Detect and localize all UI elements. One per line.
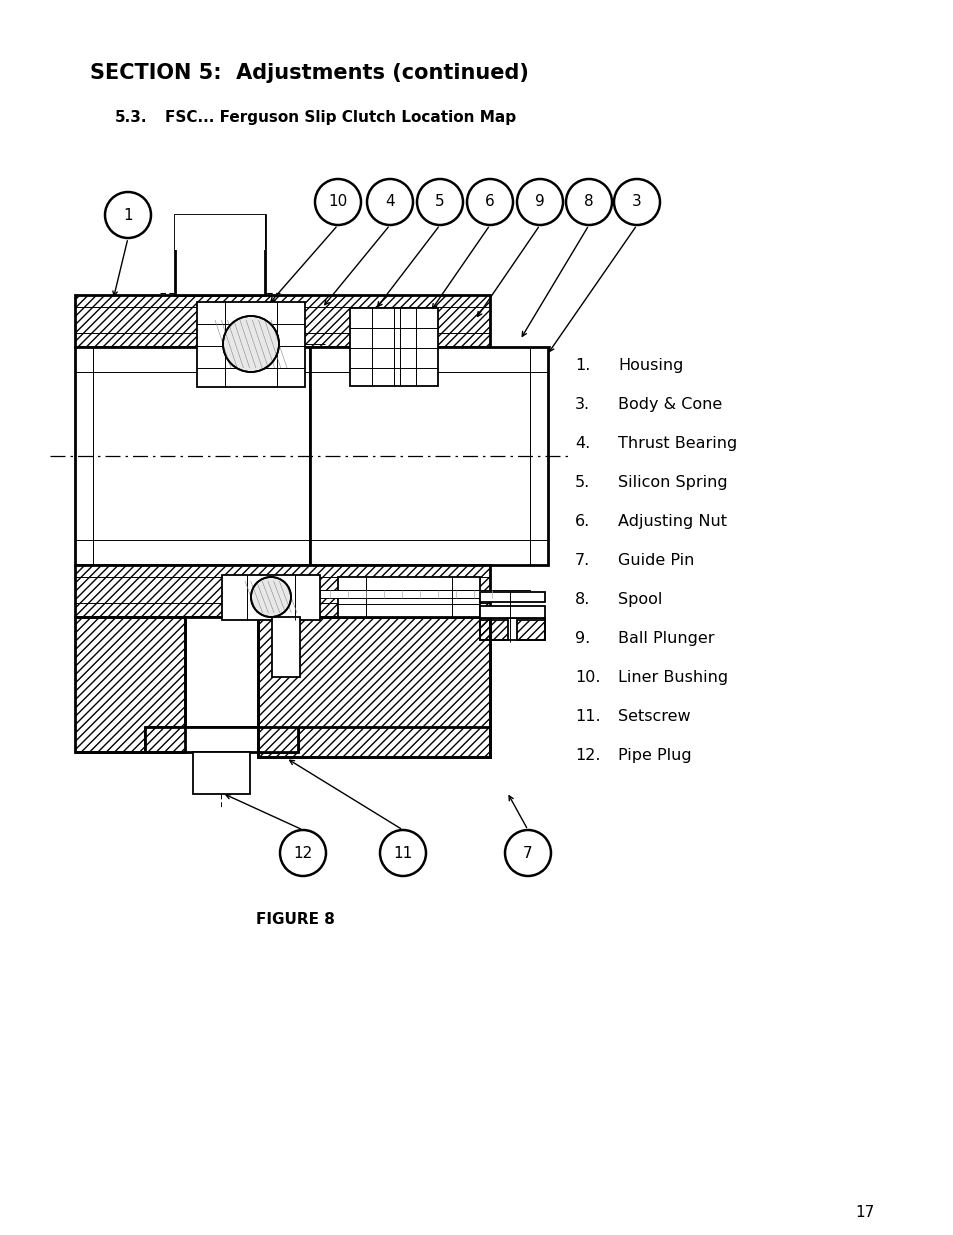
Bar	[75, 295, 490, 347]
Text: FSC... Ferguson Slip Clutch Location Map: FSC... Ferguson Slip Clutch Location Map	[165, 110, 516, 125]
Bar	[185, 618, 257, 727]
Text: 3: 3	[632, 194, 641, 210]
Circle shape	[614, 179, 659, 225]
Text: Silicon Spring: Silicon Spring	[618, 475, 727, 490]
Bar	[286, 727, 297, 752]
Circle shape	[416, 179, 462, 225]
Bar	[337, 577, 479, 618]
Bar	[310, 347, 547, 564]
Bar	[222, 576, 319, 620]
Bar	[196, 303, 225, 387]
Bar	[479, 618, 544, 640]
Text: Housing: Housing	[618, 358, 682, 373]
Text: 10: 10	[328, 194, 347, 210]
Bar	[196, 303, 305, 387]
Text: 11: 11	[393, 846, 413, 861]
Text: 7.: 7.	[575, 553, 590, 568]
Text: 12.: 12.	[575, 748, 599, 763]
Bar	[193, 752, 250, 794]
Bar	[174, 235, 265, 249]
Bar	[479, 620, 507, 640]
Bar	[479, 606, 544, 618]
Bar	[75, 618, 185, 752]
Circle shape	[223, 316, 278, 372]
Circle shape	[314, 179, 360, 225]
Text: Liner Bushing: Liner Bushing	[618, 671, 727, 685]
Text: Adjusting Nut: Adjusting Nut	[618, 514, 726, 529]
Text: 6.: 6.	[575, 514, 590, 529]
Text: Ball Plunger: Ball Plunger	[618, 631, 714, 646]
Circle shape	[379, 830, 426, 876]
Bar	[272, 618, 299, 677]
Text: 8.: 8.	[575, 592, 590, 606]
Bar	[174, 215, 265, 295]
Bar	[185, 618, 201, 727]
Circle shape	[251, 577, 291, 618]
Bar	[337, 577, 366, 618]
Text: Pipe Plug: Pipe Plug	[618, 748, 691, 763]
Bar	[479, 592, 544, 601]
Text: FIGURE 8: FIGURE 8	[255, 911, 335, 927]
Bar	[416, 308, 437, 387]
Text: 5.: 5.	[575, 475, 590, 490]
Text: 6: 6	[485, 194, 495, 210]
Text: Thrust Bearing: Thrust Bearing	[618, 436, 737, 451]
Bar	[174, 215, 265, 235]
Bar	[257, 618, 490, 757]
Bar	[75, 295, 490, 347]
Text: 5: 5	[435, 194, 444, 210]
Text: 10.: 10.	[575, 671, 599, 685]
Text: 7: 7	[522, 846, 533, 861]
Text: Setscrew: Setscrew	[618, 709, 690, 724]
Text: 17: 17	[855, 1205, 874, 1220]
Text: 8: 8	[583, 194, 593, 210]
Circle shape	[565, 179, 612, 225]
Bar	[452, 577, 479, 618]
Text: 3.: 3.	[575, 396, 590, 412]
Text: 1.: 1.	[575, 358, 590, 373]
Bar	[242, 618, 257, 727]
Bar	[75, 564, 490, 618]
Bar	[75, 564, 490, 618]
Text: 4.: 4.	[575, 436, 590, 451]
Text: Guide Pin: Guide Pin	[618, 553, 694, 568]
Text: 5.3.: 5.3.	[115, 110, 148, 125]
Text: 4: 4	[385, 194, 395, 210]
Bar	[276, 303, 305, 387]
Text: Spool: Spool	[618, 592, 661, 606]
Text: Body & Cone: Body & Cone	[618, 396, 721, 412]
Text: 9: 9	[535, 194, 544, 210]
Circle shape	[467, 179, 513, 225]
Text: 9.: 9.	[575, 631, 590, 646]
Bar	[272, 618, 299, 677]
Text: 12: 12	[294, 846, 313, 861]
Circle shape	[504, 830, 551, 876]
Circle shape	[280, 830, 326, 876]
Bar	[350, 308, 437, 387]
Text: SECTION 5:  Adjustments (continued): SECTION 5: Adjustments (continued)	[90, 63, 528, 83]
Bar	[517, 620, 544, 640]
Text: 11.: 11.	[575, 709, 600, 724]
Bar	[75, 347, 310, 564]
Circle shape	[517, 179, 562, 225]
Circle shape	[367, 179, 413, 225]
Bar	[145, 727, 297, 752]
Bar	[350, 308, 372, 387]
Bar	[145, 727, 157, 752]
Bar	[222, 576, 247, 620]
Bar	[319, 590, 530, 598]
Bar	[294, 576, 319, 620]
Text: 1: 1	[123, 207, 132, 222]
Circle shape	[105, 191, 151, 238]
Bar	[257, 618, 490, 757]
